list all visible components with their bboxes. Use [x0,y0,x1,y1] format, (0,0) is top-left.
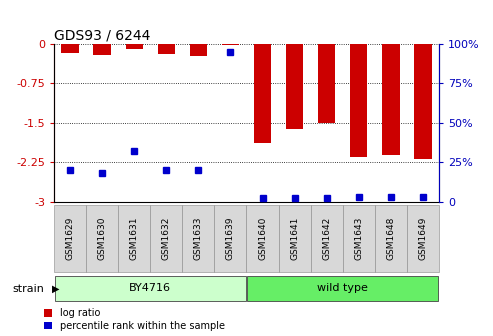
Text: GSM1641: GSM1641 [290,217,299,260]
Text: wild type: wild type [317,284,368,293]
Bar [222,44,239,45]
Text: BY4716: BY4716 [129,284,172,293]
FancyBboxPatch shape [343,205,375,272]
FancyBboxPatch shape [407,205,439,272]
Bar [318,44,335,123]
FancyBboxPatch shape [246,205,279,272]
Bar [190,44,207,56]
Bar [414,44,431,160]
Text: GSM1631: GSM1631 [130,217,139,260]
Bar [254,44,271,143]
Bar [158,44,175,54]
FancyBboxPatch shape [118,205,150,272]
Text: GSM1630: GSM1630 [98,217,107,260]
Bar [94,44,111,55]
Text: GSM1633: GSM1633 [194,217,203,260]
FancyBboxPatch shape [150,205,182,272]
Bar [62,44,79,53]
Text: strain: strain [12,284,44,294]
Text: GSM1648: GSM1648 [386,217,395,260]
Bar [350,44,367,157]
FancyBboxPatch shape [214,205,246,272]
Bar [126,44,143,49]
FancyBboxPatch shape [311,205,343,272]
FancyBboxPatch shape [182,205,214,272]
Text: GSM1629: GSM1629 [66,217,75,260]
Legend: log ratio, percentile rank within the sample: log ratio, percentile rank within the sa… [44,308,225,331]
Text: GDS93 / 6244: GDS93 / 6244 [54,29,150,43]
FancyBboxPatch shape [55,276,246,301]
FancyBboxPatch shape [86,205,118,272]
Text: GSM1632: GSM1632 [162,217,171,260]
FancyBboxPatch shape [279,205,311,272]
FancyBboxPatch shape [247,276,438,301]
FancyBboxPatch shape [54,205,86,272]
Text: GSM1643: GSM1643 [354,217,363,260]
Text: ▶: ▶ [52,284,59,294]
Text: GSM1642: GSM1642 [322,217,331,260]
Bar [382,44,399,155]
FancyBboxPatch shape [375,205,407,272]
Bar [286,44,303,129]
Text: GSM1649: GSM1649 [418,217,427,260]
Text: GSM1640: GSM1640 [258,217,267,260]
Text: GSM1639: GSM1639 [226,217,235,260]
